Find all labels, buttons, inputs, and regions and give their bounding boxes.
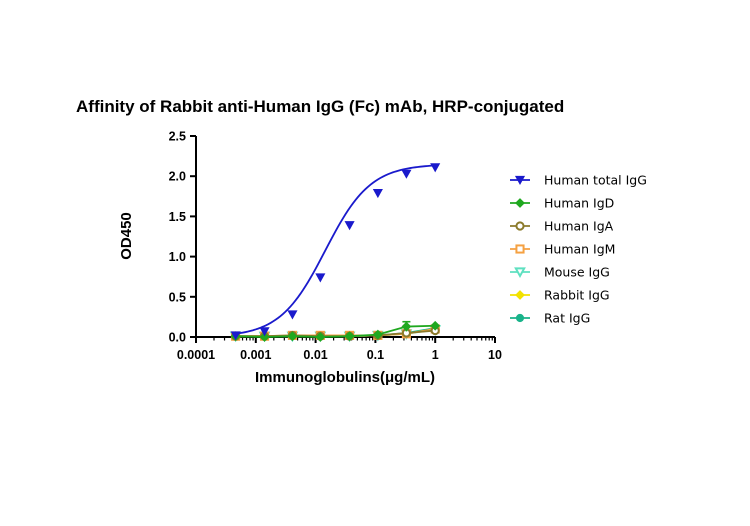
- x-tick-label: 0.001: [240, 348, 271, 362]
- legend-item: Human total IgG: [510, 173, 647, 188]
- x-tick-label: 0.1: [367, 348, 384, 362]
- legend-label: Mouse IgG: [544, 265, 610, 280]
- legend-item: Human IgA: [510, 219, 614, 234]
- legend-item: Mouse IgG: [510, 265, 610, 280]
- data-point: [315, 273, 326, 283]
- data-point: [287, 310, 298, 320]
- legend-marker: [515, 198, 525, 208]
- legend-marker: [514, 175, 526, 186]
- y-tick-label: 1.0: [169, 250, 186, 264]
- data-point: [372, 329, 383, 340]
- series-human-igd: [230, 320, 441, 342]
- series-line: [235, 164, 436, 335]
- legend: Human total IgG Human IgD Human IgA Human I…: [510, 173, 647, 326]
- legend-label: Human IgA: [544, 219, 614, 234]
- chart-title: Affinity of Rabbit anti-Human IgG (Fc) m…: [76, 97, 564, 116]
- data-point: [430, 163, 441, 173]
- legend-item: Rat IgG: [510, 311, 590, 326]
- data-point: [259, 332, 270, 342]
- data-point: [259, 327, 270, 337]
- x-axis-title: Immunoglobulins(μg/mL): [255, 369, 435, 386]
- legend-label: Human IgM: [544, 242, 615, 257]
- legend-item: Human IgD: [510, 196, 614, 211]
- x-tick-label: 1: [432, 348, 439, 362]
- y-axis-title: OD450: [118, 212, 135, 260]
- data-point: [372, 189, 383, 199]
- legend-marker: [515, 313, 525, 323]
- y-tick-label: 2.0: [169, 170, 186, 184]
- x-tick-label: 0.0001: [177, 348, 215, 362]
- y-tick-label: 2.5: [169, 130, 186, 144]
- legend-marker: [515, 221, 525, 231]
- legend-item: Rabbit IgG: [510, 288, 610, 303]
- legend-label: Rat IgG: [544, 311, 590, 326]
- legend-marker: [515, 290, 525, 300]
- legend-label: Rabbit IgG: [544, 288, 610, 303]
- legend-marker: [515, 244, 525, 254]
- series-human-total-igg: [230, 163, 441, 341]
- data-point: [287, 331, 298, 342]
- data-point: [344, 331, 355, 342]
- data-point: [430, 320, 441, 331]
- y-tick-label: 1.5: [169, 210, 186, 224]
- data-point: [401, 169, 412, 179]
- legend-item: Human IgM: [510, 242, 615, 257]
- legend-label: Human total IgG: [544, 173, 647, 188]
- y-tick-label: 0.0: [169, 331, 186, 345]
- y-tick-label: 0.5: [169, 290, 186, 304]
- plot-area: 0.0 0.5 1.0 1.5 2.0 2.5 0.0001 0.001 0.01 0.1 1 10: [169, 130, 502, 363]
- data-point: [315, 332, 326, 342]
- data-point: [344, 221, 355, 231]
- legend-label: Human IgD: [544, 196, 614, 211]
- legend-marker: [514, 267, 526, 279]
- x-tick-label: 0.01: [303, 348, 327, 362]
- data-point: [230, 331, 241, 341]
- x-tick-label: 10: [488, 348, 502, 362]
